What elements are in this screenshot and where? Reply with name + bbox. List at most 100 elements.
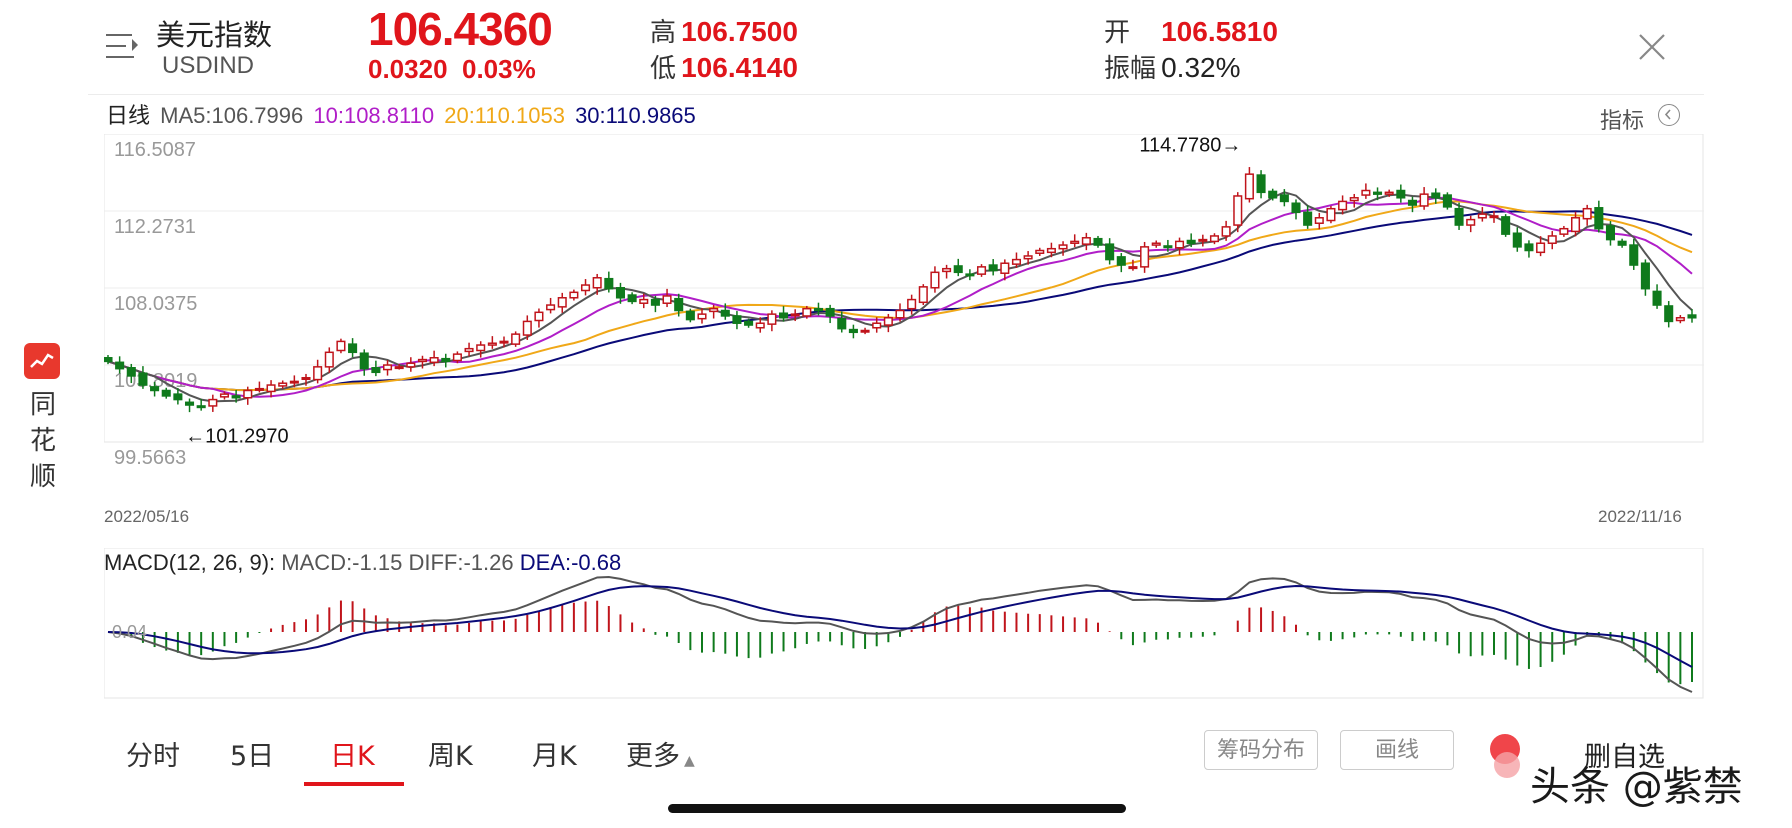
candle <box>1209 233 1220 245</box>
candle-body <box>1268 190 1278 199</box>
max-annotation: 114.7780→ <box>1139 134 1241 156</box>
end-date: 2022/11/16 <box>1598 507 1682 526</box>
candle <box>1198 234 1208 247</box>
tab-5day[interactable]: 5日 <box>230 741 275 772</box>
candle <box>301 373 311 386</box>
candle-body <box>1431 192 1441 199</box>
candle-body <box>1303 211 1313 226</box>
candle <box>115 356 125 374</box>
open-label: 开 <box>1104 18 1131 48</box>
candle-body <box>1536 242 1546 254</box>
candlestick-chart[interactable]: 116.5087112.2731108.0375103.801999.56631… <box>104 134 1704 508</box>
candle <box>1023 251 1033 265</box>
candle-body <box>872 322 882 329</box>
candle <box>487 336 497 349</box>
candle <box>627 292 637 305</box>
candle-body <box>534 311 544 322</box>
candle-body <box>592 277 602 289</box>
candle <box>1501 214 1511 237</box>
tab-intraday[interactable]: 分时 <box>126 741 180 772</box>
candle-body <box>1198 238 1208 242</box>
close-icon[interactable] <box>1637 32 1667 62</box>
candle-body <box>161 389 171 397</box>
macd-value: MACD:-1.15 <box>281 550 403 575</box>
candle-body <box>1070 240 1080 244</box>
home-indicator[interactable] <box>668 804 1126 813</box>
candle-body <box>184 401 195 406</box>
candle-body <box>254 387 264 391</box>
low-label: 低 <box>650 54 677 84</box>
candle <box>976 264 987 277</box>
change-value: 0.0320 <box>368 54 448 84</box>
remove-favorite-button[interactable]: 删自选 <box>1584 742 1665 773</box>
candle-body <box>1279 194 1289 203</box>
menu-icon[interactable] <box>106 34 146 64</box>
candle-body <box>965 273 975 277</box>
chip-distribution-button[interactable]: 筹码分布 <box>1204 730 1318 770</box>
candle-body <box>522 320 532 336</box>
candle-body <box>755 322 765 329</box>
candle <box>126 363 136 384</box>
candle-body <box>406 362 416 368</box>
y-tick-label: 108.0375 <box>114 293 197 315</box>
tab-weekly-k[interactable]: 周K <box>428 741 473 772</box>
candle-body <box>1035 249 1045 254</box>
candle <box>1081 232 1091 251</box>
tab-monthly-k[interactable]: 月K <box>532 741 577 772</box>
candle <box>1349 193 1359 208</box>
candle-body <box>1361 189 1371 196</box>
candle <box>883 313 893 333</box>
candle-body <box>243 389 253 399</box>
candle-body <box>778 312 789 319</box>
candle-body <box>1372 191 1383 195</box>
indicator-button[interactable]: 指标 <box>1600 109 1645 134</box>
candle-body <box>1594 207 1604 230</box>
candle <box>755 317 765 333</box>
candle-body <box>837 317 847 330</box>
ma30-line <box>107 210 1693 392</box>
candle <box>1664 301 1674 328</box>
candle-body <box>1442 194 1452 208</box>
candle <box>1582 204 1592 226</box>
tab-daily-k[interactable]: 日K <box>330 741 375 772</box>
candle <box>674 293 684 317</box>
candle <box>1466 215 1476 233</box>
candle <box>1372 187 1383 201</box>
candle <box>1454 202 1464 230</box>
candle <box>406 357 416 372</box>
candle <box>1000 259 1010 281</box>
candle-body <box>359 352 369 370</box>
ma20-value: 20:110.1053 <box>444 103 565 128</box>
candle-body <box>511 333 521 345</box>
candle <box>1058 241 1068 256</box>
candle-body <box>1326 207 1336 222</box>
app-logo-icon[interactable] <box>24 343 60 379</box>
tab-more[interactable]: 更多 ▲ <box>626 734 695 773</box>
candle <box>1233 192 1243 233</box>
candle <box>1431 188 1441 204</box>
candle-body <box>301 377 311 381</box>
candle <box>104 355 113 365</box>
candle-body <box>1629 244 1639 266</box>
candle <box>872 317 882 333</box>
candle <box>208 394 218 412</box>
candle-body <box>1011 258 1022 265</box>
candle-body <box>1244 173 1254 200</box>
candle <box>580 279 591 296</box>
candle <box>1547 231 1557 250</box>
candle <box>860 327 870 335</box>
candle <box>313 359 323 384</box>
macd-chart[interactable]: 0.04 <box>104 548 1704 706</box>
candle-body <box>1140 246 1150 268</box>
candle <box>1594 200 1604 233</box>
candle <box>1617 238 1627 248</box>
candle-body <box>499 340 509 344</box>
candle-body <box>557 297 567 308</box>
candle-body <box>697 313 707 320</box>
draw-line-button[interactable]: 画线 <box>1340 730 1454 770</box>
candle-body <box>569 291 579 299</box>
candle <box>1151 240 1161 248</box>
candle <box>1116 253 1126 273</box>
candle-body <box>1489 215 1499 219</box>
chevron-left-icon[interactable] <box>1658 104 1680 126</box>
